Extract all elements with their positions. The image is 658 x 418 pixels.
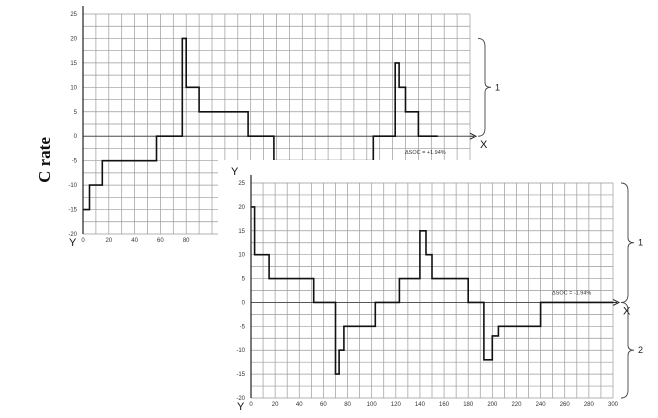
x-tick-label: 200 [487,402,498,408]
y-tick-label: 20 [238,205,245,211]
y-tick-label: 0 [74,134,78,140]
x-tick-label: 60 [320,402,327,408]
y-tick-label: 10 [70,85,77,91]
y-tick-label: 10 [238,253,245,259]
x-axis-arrowhead [469,132,478,140]
c-rate-profile-line [251,206,613,375]
x-tick-label: 0 [81,238,85,244]
y-tick-label: 20 [70,36,77,42]
x-tick-label: 220 [511,402,522,408]
x-tick-label: 120 [391,402,402,408]
y-axis-label: C rate [35,137,54,183]
x-tick-label: 280 [584,402,595,408]
x-axis-letter: X [623,305,631,317]
x-tick-label: 240 [536,402,547,408]
x-tick-label: 80 [344,402,351,408]
zone-label: 2 [638,345,643,355]
y-tick-label: 5 [74,110,78,116]
y-axis-letter-top: Y [231,166,239,178]
y-tick-label: -20 [68,232,77,238]
x-tick-label: 20 [272,402,279,408]
y-tick-label: 0 [242,300,246,306]
delta-soc-annotation: ΔSOC = -1.94% [552,291,591,297]
zone-brace [477,37,492,137]
y-tick-label: -5 [240,324,246,330]
y-tick-label: 15 [238,229,245,235]
x-tick-label: 180 [463,402,474,408]
c-rate-profile-line [83,37,438,211]
x-axis-arrowhead [612,298,621,306]
y-tick-label: 25 [70,12,77,18]
y-tick-label: -15 [68,208,77,214]
y-tick-label: -15 [236,372,245,378]
zone-brace [620,182,635,303]
x-tick-label: 260 [560,402,571,408]
x-tick-label: 80 [183,238,190,244]
x-tick-label: 40 [296,402,303,408]
x-tick-label: 140 [415,402,426,408]
x-tick-label: 160 [439,402,450,408]
zone-brace [620,301,635,399]
x-tick-label: 100 [367,402,378,408]
x-tick-label: 40 [131,238,138,244]
chart-bottom: Y Y 25 20 15 10 5 0 -5 -10 -15 -20 0 20 40 60 80 100 120 14… [231,166,643,413]
y-tick-label: -10 [236,348,245,354]
y-tick-label: 5 [242,277,246,283]
delta-soc-annotation: ΔSOC = +1.94% [405,150,446,156]
x-tick-label: 60 [157,238,164,244]
y-tick-label: 25 [238,181,245,187]
y-tick-label: -5 [72,159,78,165]
y-tick-label: -20 [236,396,245,402]
x-tick-label: 0 [249,402,253,408]
y-axis-letter: Y [237,401,245,413]
y-tick-label: -10 [68,183,77,189]
bottom-chart-backdrop [218,160,658,418]
y-axis-letter: Y [69,237,77,249]
zone-label: 1 [495,82,500,92]
x-axis-letter: X [480,139,488,151]
zone-label: 1 [638,238,643,248]
y-tick-label: 15 [70,61,77,67]
x-tick-label: 20 [105,238,112,244]
x-tick-label: 300 [608,402,619,408]
